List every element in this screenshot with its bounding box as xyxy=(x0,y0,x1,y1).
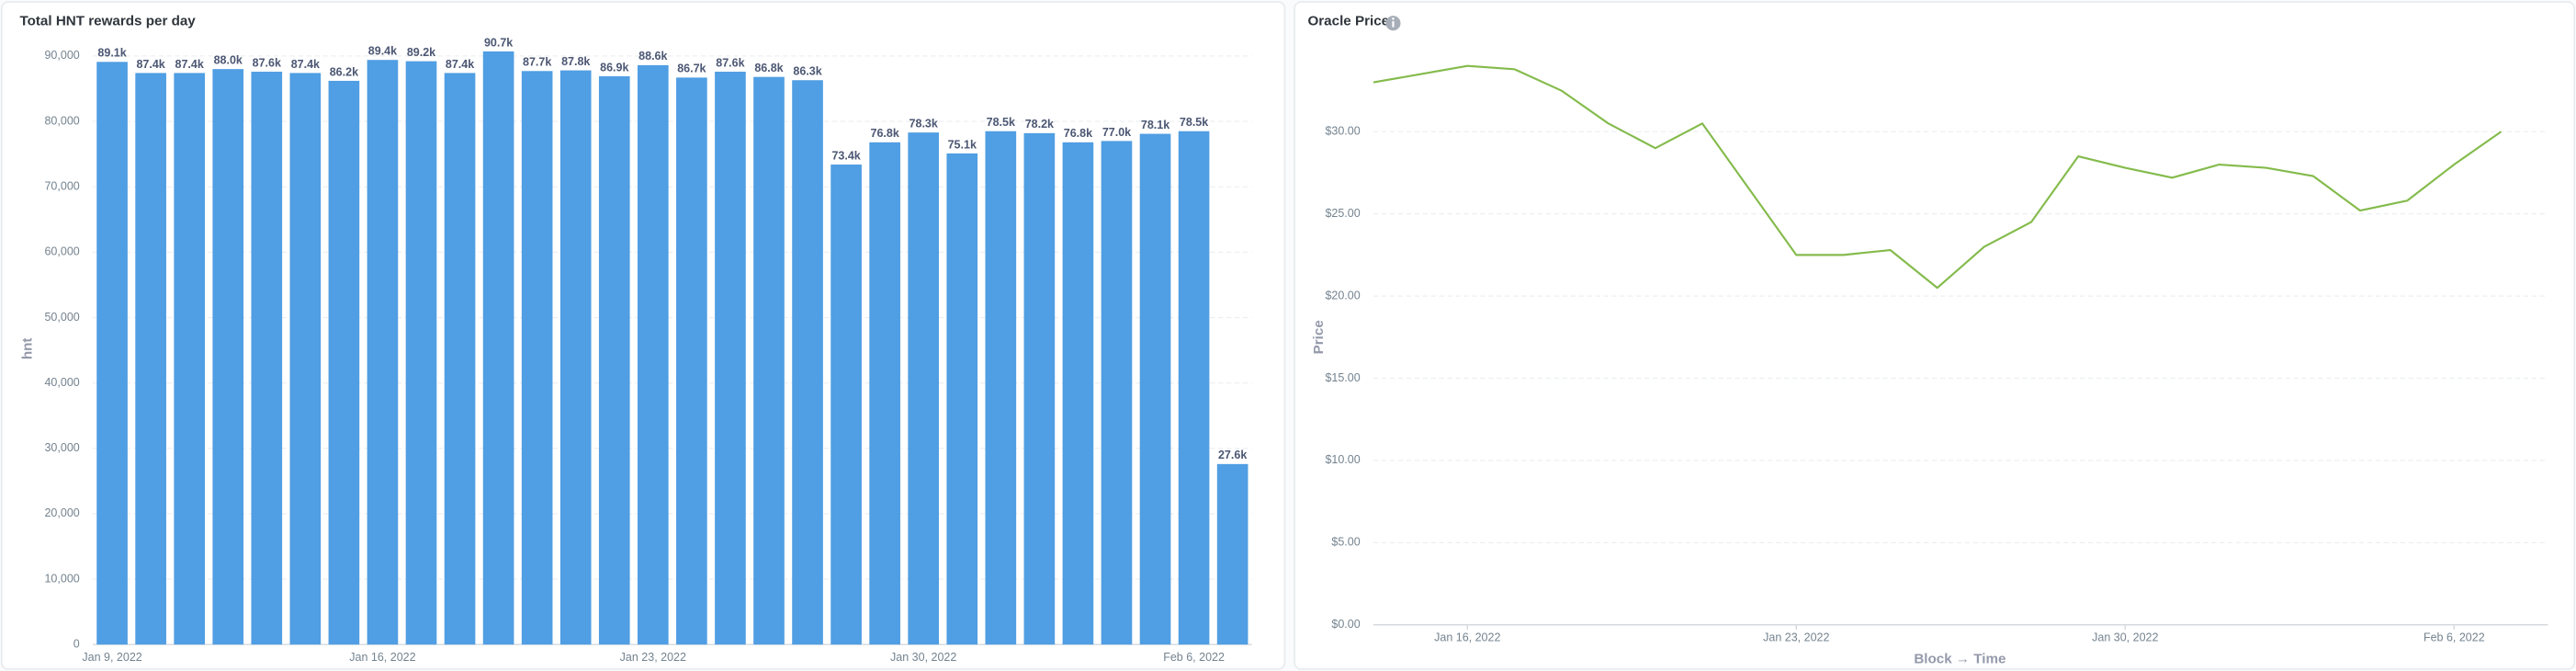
value-label: 76.8k xyxy=(871,127,899,140)
bar xyxy=(946,153,978,645)
y-tick-label: 90,000 xyxy=(44,49,79,62)
y-tick-label: $15.00 xyxy=(1325,371,1360,384)
y-tick-label: 40,000 xyxy=(44,376,79,389)
y-tick-label: 10,000 xyxy=(44,572,79,585)
y-tick-label: $5.00 xyxy=(1331,536,1360,549)
bar xyxy=(1023,132,1056,645)
bar xyxy=(251,71,283,645)
bar xyxy=(637,64,669,645)
x-tick-label: Jan 16, 2022 xyxy=(349,651,415,664)
bar xyxy=(1062,142,1094,645)
x-tick-label: Jan 23, 2022 xyxy=(1763,631,1829,643)
x-tick-label: Jan 30, 2022 xyxy=(890,651,956,664)
y-tick-label: 60,000 xyxy=(44,245,79,258)
bar xyxy=(559,70,592,645)
value-label: 88.0k xyxy=(214,54,243,67)
bar xyxy=(830,165,862,645)
y-tick-label: $20.00 xyxy=(1325,289,1360,301)
bar xyxy=(676,77,707,645)
bar xyxy=(985,131,1017,645)
bar xyxy=(521,71,553,645)
bar xyxy=(598,75,630,645)
value-label: 78.2k xyxy=(1025,118,1054,131)
y-axis-label: Price xyxy=(1311,320,1327,354)
value-label: 75.1k xyxy=(948,138,977,151)
bar-title: Total HNT rewards per day xyxy=(19,13,196,28)
value-label: 89.2k xyxy=(407,46,435,59)
x-tick-label: Jan 23, 2022 xyxy=(620,651,686,664)
value-label: 87.6k xyxy=(253,56,281,69)
value-label: 87.4k xyxy=(291,58,320,71)
y-tick-label: $0.00 xyxy=(1331,618,1360,631)
y-axis-label: hnt xyxy=(19,337,35,359)
value-label: 78.5k xyxy=(987,116,1015,129)
bar xyxy=(869,142,900,645)
value-label: 86.2k xyxy=(330,65,358,78)
x-tick-label: Jan 30, 2022 xyxy=(2092,631,2158,643)
bar xyxy=(405,61,437,645)
bar xyxy=(1178,131,1210,645)
value-label: 87.4k xyxy=(446,58,474,71)
bar xyxy=(908,132,940,645)
bar xyxy=(444,73,476,645)
value-label: 88.6k xyxy=(638,50,667,63)
value-label: 86.3k xyxy=(793,65,821,78)
bar xyxy=(715,71,746,645)
value-label: 27.6k xyxy=(1218,449,1247,461)
y-tick-label: $10.00 xyxy=(1325,453,1360,466)
value-label: 73.4k xyxy=(831,149,860,162)
y-tick-label: 50,000 xyxy=(44,311,79,324)
x-tick-label: Feb 6, 2022 xyxy=(2423,631,2485,643)
value-label: 87.4k xyxy=(175,58,204,71)
value-label: 86.7k xyxy=(677,63,706,75)
value-label: 89.4k xyxy=(368,45,397,58)
bar xyxy=(792,80,823,645)
x-axis-label: Block → Time xyxy=(1914,651,2005,666)
x-tick-label: Feb 6, 2022 xyxy=(1163,651,1225,664)
bar xyxy=(753,76,785,645)
bar xyxy=(96,62,128,645)
value-label: 76.8k xyxy=(1064,127,1092,140)
bar xyxy=(135,73,166,645)
y-tick-label: 0 xyxy=(73,637,80,650)
info-icon[interactable] xyxy=(1385,16,1401,31)
value-label: 89.1k xyxy=(97,47,126,60)
value-label: 86.8k xyxy=(754,62,783,74)
x-tick-label: Jan 9, 2022 xyxy=(82,651,141,664)
x-tick-label: Jan 16, 2022 xyxy=(1434,631,1500,643)
value-label: 78.5k xyxy=(1180,116,1208,129)
y-tick-label: 20,000 xyxy=(44,506,79,519)
y-tick-label: $30.00 xyxy=(1325,125,1360,138)
value-label: 78.1k xyxy=(1141,119,1169,131)
bar xyxy=(1216,463,1248,645)
price-line xyxy=(1373,64,2503,290)
bar xyxy=(1139,133,1171,645)
bar xyxy=(289,73,322,645)
line-title: Oracle Price xyxy=(1307,13,1389,28)
bar xyxy=(482,51,514,645)
bar xyxy=(174,73,205,645)
bar xyxy=(212,69,244,645)
bar xyxy=(367,60,399,645)
line-card xyxy=(1294,1,2576,670)
value-label: 86.9k xyxy=(600,61,628,74)
value-label: 87.8k xyxy=(561,55,590,68)
value-label: 87.4k xyxy=(136,58,164,71)
value-label: 90.7k xyxy=(484,36,513,49)
y-tick-label: 80,000 xyxy=(44,114,79,127)
bar xyxy=(1101,141,1133,645)
value-label: 77.0k xyxy=(1102,126,1131,139)
y-tick-label: $25.00 xyxy=(1325,207,1360,220)
value-label: 87.7k xyxy=(523,56,551,69)
value-label: 78.3k xyxy=(910,118,938,131)
value-label: 87.6k xyxy=(716,56,744,69)
bar xyxy=(328,80,360,645)
y-tick-label: 70,000 xyxy=(44,179,79,192)
y-tick-label: 30,000 xyxy=(44,441,79,454)
